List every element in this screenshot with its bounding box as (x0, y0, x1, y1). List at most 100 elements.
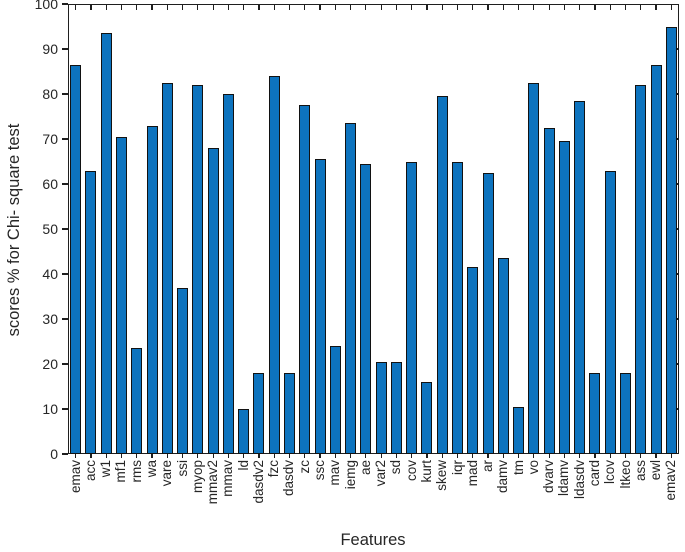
x-tick-label-tm: tm (510, 460, 526, 475)
x-tick-mark-top (151, 5, 153, 10)
y-tick-mark-left (62, 183, 68, 185)
x-tick-mark-top (120, 5, 123, 10)
x-tick-label-iemg: iemg (342, 460, 358, 490)
bar-dvarv (543, 127, 555, 454)
x-tick-mark-top (365, 5, 367, 10)
y-tick-label: 100 (34, 0, 58, 12)
x-tick-mark-top (304, 5, 306, 10)
bar-var2 (375, 361, 387, 454)
x-tick-mark-bottom (502, 454, 504, 458)
x-tick-mark-bottom (273, 454, 275, 458)
bar-ltkeo (620, 373, 632, 454)
x-tick-mark-top (380, 5, 382, 10)
bar-ld (238, 409, 250, 454)
x-tick-label-myop: myop (189, 460, 205, 494)
x-tick-label-ewl: ewl (648, 460, 664, 481)
bar-ldasdv (574, 100, 586, 454)
bar-dasdv (283, 373, 295, 454)
x-tick-mark-top (90, 5, 92, 10)
x-tick-mark-top (594, 5, 596, 10)
x-tick-mark-bottom (105, 454, 107, 458)
bar-ssi (177, 287, 189, 454)
x-tick-mark-top (487, 5, 489, 10)
x-tick-mark-top (518, 5, 520, 10)
bar-cov (406, 161, 418, 454)
x-tick-mark-bottom (90, 454, 92, 458)
x-tick-mark-bottom (120, 454, 123, 458)
x-tick-label-mmav: mmav (220, 460, 236, 497)
x-tick-label-ltkeo: ltkeo (617, 460, 633, 489)
x-tick-mark-bottom (212, 454, 214, 458)
x-tick-mark-bottom (624, 454, 627, 458)
x-tick-label-ssc: ssc (312, 460, 328, 481)
x-tick-mark-bottom (411, 454, 413, 458)
x-tick-mark-bottom (304, 454, 306, 458)
bar-card (589, 373, 601, 454)
x-tick-mark-top (609, 5, 611, 10)
y-tick-label: 20 (42, 356, 58, 372)
bar-tm (513, 406, 525, 454)
x-tick-mark-top (227, 5, 229, 10)
x-tick-mark-top (105, 5, 107, 10)
x-tick-mark-bottom (487, 454, 489, 458)
x-tick-mark-top (563, 5, 566, 10)
bar-ewl (650, 64, 662, 454)
x-tick-mark-bottom (670, 454, 672, 458)
x-tick-mark-bottom (334, 454, 336, 458)
x-tick-mark-top (533, 5, 535, 10)
x-tick-mark-top (334, 5, 336, 10)
x-tick-label-skew: skew (434, 460, 450, 491)
x-tick-label-emav: emav (67, 460, 83, 494)
bar-ar (482, 172, 494, 454)
bar-w1 (100, 33, 112, 454)
bar-emav (70, 64, 82, 454)
y-tick-mark-left (62, 363, 68, 365)
x-tick-mark-top (670, 5, 672, 10)
x-tick-label-vo: vo (525, 460, 541, 475)
y-tick-mark-left (62, 3, 68, 5)
bar-sd (390, 361, 402, 454)
x-tick-mark-top (502, 5, 504, 10)
x-tick-mark-bottom (349, 454, 352, 458)
bar-wa (146, 125, 158, 454)
x-tick-mark-top (136, 5, 138, 10)
x-tick-mark-bottom (518, 454, 520, 458)
y-tick-label: 90 (42, 41, 58, 57)
x-axis-title: Features (340, 531, 406, 549)
bar-skew (436, 96, 448, 454)
x-tick-label-ae: ae (357, 460, 373, 476)
bar-rms (131, 348, 143, 454)
x-tick-label-sd: sd (388, 460, 404, 475)
y-tick-label: 80 (42, 86, 58, 102)
x-tick-mark-bottom (75, 454, 77, 458)
x-tick-label-card: card (586, 460, 602, 487)
x-tick-label-ldasdv: ldasdv (571, 460, 587, 500)
x-tick-mark-bottom (563, 454, 566, 458)
bar-emav2 (665, 26, 677, 454)
x-tick-mark-top (349, 5, 352, 10)
bar-acc (85, 170, 97, 454)
x-tick-mark-bottom (426, 454, 428, 458)
x-tick-label-lcov: lcov (602, 460, 618, 485)
x-tick-mark-top (456, 5, 459, 10)
y-tick-label: 40 (42, 266, 58, 282)
x-tick-mark-top (288, 5, 291, 10)
bar-mad (467, 267, 479, 454)
y-tick-mark-left (62, 273, 68, 275)
x-tick-mark-top (640, 5, 642, 10)
y-tick-mark-left (62, 318, 68, 320)
x-tick-label-cov: cov (403, 460, 419, 482)
x-tick-mark-top (472, 5, 474, 10)
x-tick-mark-bottom (319, 454, 321, 458)
x-tick-label-dasdv: dasdv (281, 460, 297, 497)
x-tick-label-kurt: kurt (418, 460, 434, 483)
x-tick-label-vare: vare (159, 460, 175, 487)
x-tick-mark-bottom (380, 454, 382, 458)
x-tick-label-ssi: ssi (174, 460, 190, 477)
x-tick-mark-top (548, 5, 550, 10)
x-tick-label-rms: rms (128, 460, 144, 483)
bar-vo (528, 82, 540, 454)
x-tick-label-ar: ar (480, 460, 496, 473)
x-tick-label-var2: var2 (373, 460, 389, 487)
